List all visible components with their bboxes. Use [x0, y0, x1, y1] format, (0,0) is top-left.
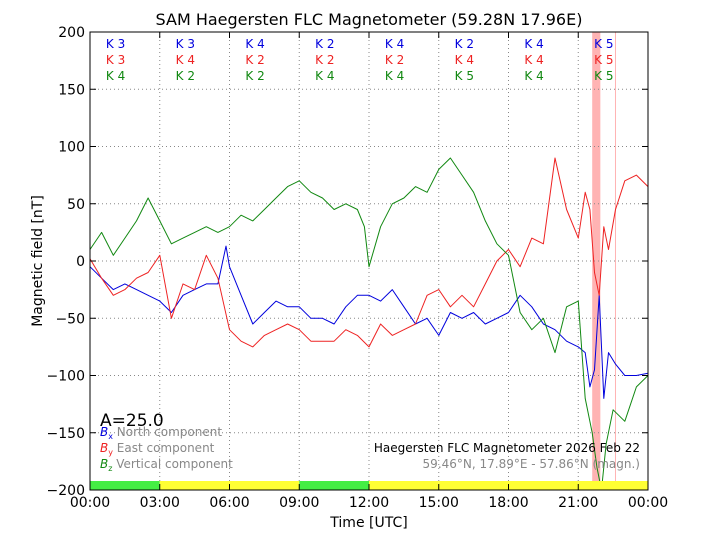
x-tick-label-5: 15:00: [419, 495, 459, 511]
activity-segment-6: [508, 481, 579, 490]
k-index-green-2: K 2: [245, 69, 264, 83]
axis-ticks: 00:00 03:00 06:00 09:00 12:00 15:00 18:00 21:00…: [47, 25, 669, 511]
x-tick-label-0: 00:00: [70, 495, 110, 511]
k-index-green-7: K 5: [594, 69, 613, 83]
series-line-2: [89, 157, 649, 348]
legend-item-1: By East component: [100, 441, 215, 457]
activity-bar: [90, 481, 648, 490]
y-tick-label-3: 50: [67, 197, 85, 213]
highlight-span-0: [592, 32, 601, 490]
x-tick-label-3: 09:00: [279, 495, 319, 511]
x-tick-label-8: 00:00: [628, 495, 668, 511]
k-index-red-0: K 3: [106, 53, 125, 67]
series-layer: [89, 157, 649, 491]
x-tick-label-2: 06:00: [209, 495, 249, 511]
activity-segment-0: [90, 481, 160, 490]
k-index-green-6: K 4: [524, 69, 543, 83]
highlight-span-1: [614, 32, 616, 490]
k-index-red-5: K 4: [455, 53, 474, 67]
scale-annotation: A=25.0: [100, 411, 164, 431]
x-tick-label-4: 12:00: [349, 495, 389, 511]
info-line-1: Haegersten FLC Magnetometer 2026 Feb 22: [374, 441, 640, 455]
activity-segment-7: [578, 481, 648, 490]
y-tick-label-5: −50: [55, 311, 85, 327]
k-index-red-4: K 2: [385, 53, 404, 67]
k-index-red-1: K 4: [176, 53, 195, 67]
k-index-blue-3: K 2: [315, 37, 334, 51]
k-index-labels: K 3 K 3 K 4 K 2 K 4 K 2 K 4 K 5 K 3 K 4 K 2 K 2 K 2 K…: [106, 37, 614, 83]
activity-segment-5: [438, 481, 509, 490]
y-tick-label-7: −150: [47, 426, 85, 442]
series-line-3: [89, 157, 649, 491]
y-tick-label-8: −200: [47, 483, 85, 499]
k-index-green-1: K 2: [176, 69, 195, 83]
k-index-green-3: K 4: [315, 69, 334, 83]
legend-item-2: Bz Vertical component: [100, 457, 233, 473]
activity-segment-4: [369, 481, 439, 490]
y-tick-label-4: 0: [76, 254, 85, 270]
activity-segment-1: [159, 481, 230, 490]
x-tick-label-1: 03:00: [140, 495, 180, 511]
k-index-blue-1: K 3: [176, 37, 195, 51]
k-index-red-2: K 2: [245, 53, 264, 67]
storm-highlight-spans: [592, 32, 616, 490]
k-index-red-3: K 2: [315, 53, 334, 67]
series-line-1: [89, 245, 649, 399]
k-index-blue-4: K 4: [385, 37, 404, 51]
k-index-red-7: K 5: [594, 53, 613, 67]
legend-item-0: Bx North component: [100, 425, 222, 441]
y-tick-label-1: 150: [58, 82, 85, 98]
k-index-green-5: K 5: [455, 69, 474, 83]
activity-segment-3: [299, 481, 369, 490]
k-index-blue-5: K 2: [455, 37, 474, 51]
activity-segment-2: [229, 481, 300, 490]
k-index-blue-0: K 3: [106, 37, 125, 51]
x-tick-label-6: 18:00: [488, 495, 528, 511]
k-index-blue-6: K 4: [524, 37, 543, 51]
k-index-red-6: K 4: [524, 53, 543, 67]
k-index-green-4: K 4: [385, 69, 404, 83]
y-tick-label-2: 100: [58, 140, 85, 156]
k-index-blue-7: K 5: [594, 37, 613, 51]
grid-lines: [90, 32, 648, 490]
x-tick-label-7: 21:00: [558, 495, 598, 511]
y-tick-label-6: −100: [47, 369, 85, 385]
chart-title: SAM Haegersten FLC Magnetometer (59.28N …: [156, 10, 583, 29]
k-index-blue-2: K 4: [245, 37, 264, 51]
y-tick-label-0: 200: [58, 25, 85, 41]
k-index-green-0: K 4: [106, 69, 125, 83]
x-axis-label: Time [UTC]: [329, 515, 407, 531]
info-line-2: 59.46°N, 17.89°E - 57.86°N (magn.): [423, 457, 640, 471]
y-axis-label: Magnetic field [nT]: [30, 195, 46, 327]
